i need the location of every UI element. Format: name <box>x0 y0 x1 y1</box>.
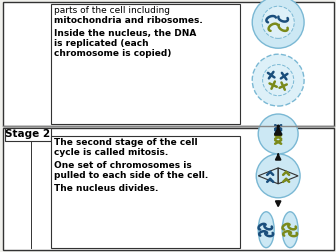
Circle shape <box>258 114 298 154</box>
Text: The nucleus divides.: The nucleus divides. <box>54 184 158 193</box>
Bar <box>3 2 334 126</box>
Text: Stage 2: Stage 2 <box>5 130 50 139</box>
Text: parts of the cell including: parts of the cell including <box>54 6 170 15</box>
Bar <box>5 128 51 141</box>
Circle shape <box>263 65 294 96</box>
Text: cycle is called mitosis.: cycle is called mitosis. <box>54 148 168 157</box>
Text: is replicated (each: is replicated (each <box>54 39 149 48</box>
Bar <box>51 136 240 248</box>
Circle shape <box>252 0 304 48</box>
Bar <box>3 128 334 250</box>
Circle shape <box>256 154 300 198</box>
Bar <box>51 4 240 124</box>
Text: One set of chromosomes is: One set of chromosomes is <box>54 161 192 170</box>
Circle shape <box>252 54 304 106</box>
Text: Inside the nucleus, the DNA: Inside the nucleus, the DNA <box>54 29 196 38</box>
Ellipse shape <box>258 212 274 248</box>
Circle shape <box>262 6 294 38</box>
Text: chromosome is copied): chromosome is copied) <box>54 49 171 58</box>
Text: pulled to each side of the cell.: pulled to each side of the cell. <box>54 171 208 180</box>
Text: mitochondria and ribosomes.: mitochondria and ribosomes. <box>54 16 203 25</box>
Ellipse shape <box>282 212 298 248</box>
Text: The second stage of the cell: The second stage of the cell <box>54 138 198 147</box>
